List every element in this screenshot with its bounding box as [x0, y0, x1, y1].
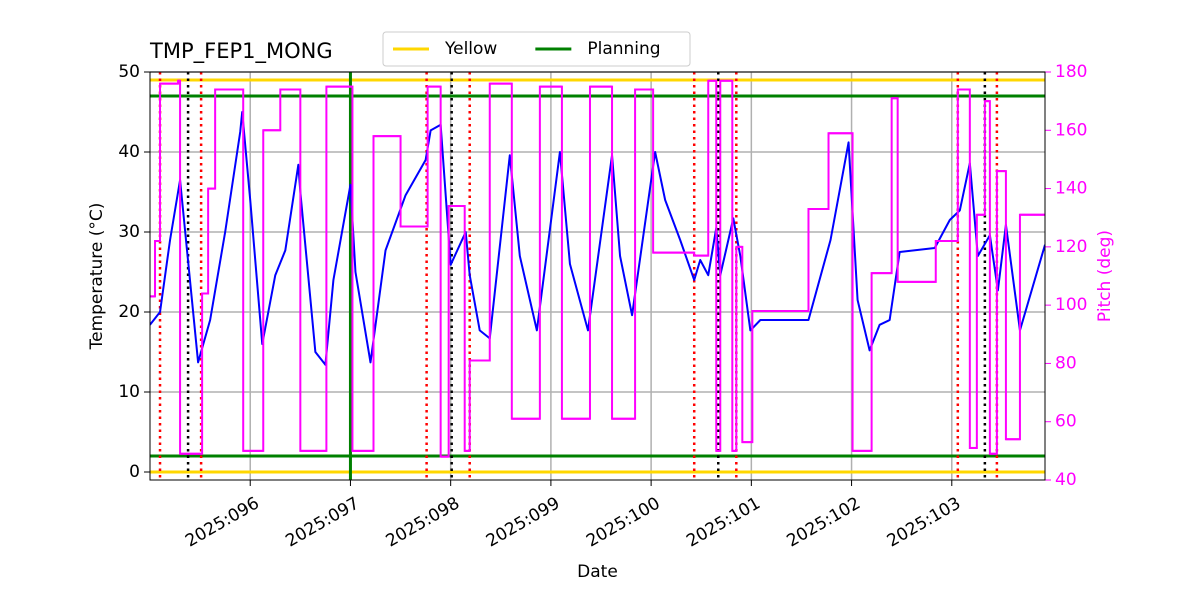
y2-tick-label: 40	[1055, 470, 1077, 490]
y2-tick-label: 60	[1055, 412, 1077, 432]
y2-axis-label: Pitch (deg)	[1095, 230, 1115, 322]
y2-tick-label: 140	[1055, 179, 1087, 199]
y-tick-label: 10	[118, 382, 140, 402]
y2-tick-label: 80	[1055, 353, 1077, 373]
legend-label: Planning	[587, 39, 660, 59]
y2-tick-label: 100	[1055, 295, 1087, 315]
plot-frame	[149, 71, 1046, 481]
data-line	[150, 111, 1045, 366]
y-tick-label: 20	[118, 302, 140, 322]
y2-tick-label: 160	[1055, 120, 1087, 140]
y2-tick-label: 120	[1055, 237, 1087, 257]
y-axis-label: Temperature (°C)	[87, 203, 107, 351]
legend-label: Yellow	[444, 39, 497, 59]
legend: Yellow Planning	[382, 31, 691, 67]
y-tick-label: 40	[118, 142, 140, 162]
y-tick-label: 50	[118, 62, 140, 82]
plot-area	[150, 72, 1045, 480]
y2-tick-label: 180	[1055, 62, 1087, 82]
x-axis-label: Date	[577, 562, 618, 582]
y-tick-label: 30	[118, 222, 140, 242]
y-tick-label: 0	[129, 462, 140, 482]
chart-title: TMP_FEP1_MONG	[149, 39, 333, 64]
